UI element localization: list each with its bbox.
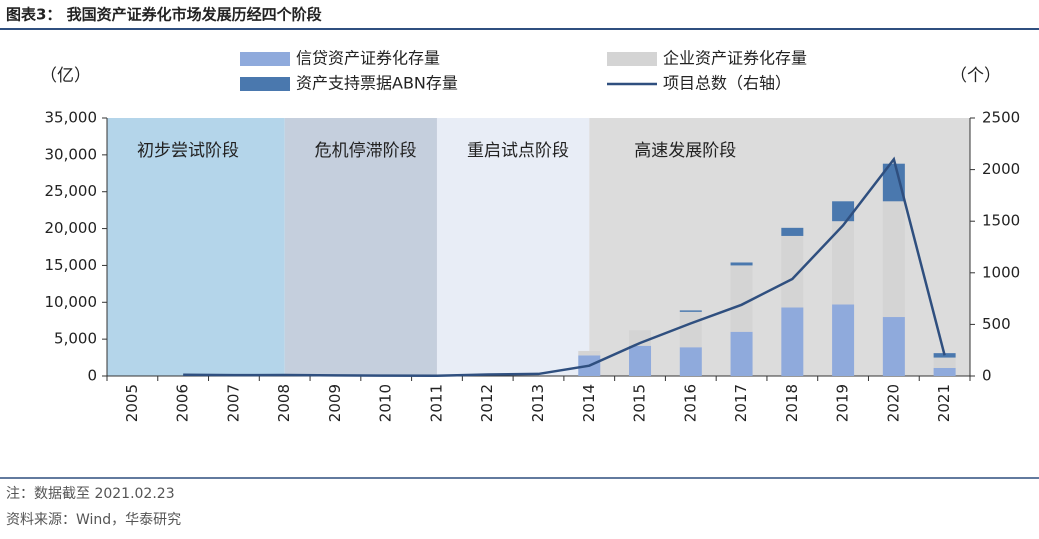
- y-tick-label: 5,000: [54, 330, 97, 348]
- y-tick-label: 0: [87, 367, 97, 385]
- x-tick-label: 2014: [580, 384, 598, 422]
- x-tick-label: 2020: [884, 384, 902, 422]
- note: 注：数据截至 2021.02.23: [6, 486, 175, 502]
- y-tick-label: 35,000: [45, 109, 98, 127]
- phase-label: 高速发展阶段: [634, 141, 736, 161]
- bar: [933, 367, 956, 376]
- x-tick-label: 2005: [123, 384, 141, 422]
- y-tick-label: 20,000: [45, 219, 98, 237]
- x-tick-label: 2019: [834, 384, 852, 422]
- x-tick-label: 2006: [174, 384, 192, 422]
- legend-label: 项目总数（右轴）: [663, 74, 791, 93]
- x-tick-label: 2017: [732, 384, 750, 422]
- bar: [882, 201, 905, 318]
- bar: [679, 347, 702, 376]
- legend-swatch: [607, 52, 657, 66]
- x-tick-label: 2013: [529, 384, 547, 422]
- phase-label: 重启试点阶段: [467, 141, 569, 161]
- x-tick-label: 2010: [377, 384, 395, 422]
- bar: [629, 345, 652, 376]
- bar: [832, 304, 855, 376]
- y2-tick-label: 2500: [982, 109, 1020, 127]
- bar: [781, 235, 804, 308]
- y2-tick-label: 1500: [982, 212, 1020, 230]
- phase-label: 危机停滞阶段: [315, 141, 417, 161]
- bar: [882, 317, 905, 376]
- y-tick-label: 25,000: [45, 182, 98, 200]
- y2-tick-label: 1000: [982, 263, 1020, 281]
- phase-band: [589, 118, 970, 376]
- y2-tick-label: 500: [982, 315, 1011, 333]
- y-unit: （亿）: [40, 66, 91, 86]
- y-tick-label: 15,000: [45, 256, 98, 274]
- x-tick-label: 2021: [935, 384, 953, 422]
- phase-label: 初步尝试阶段: [137, 141, 239, 161]
- bar: [832, 221, 855, 305]
- x-tick-label: 2007: [224, 384, 242, 422]
- legend-swatch: [240, 77, 290, 91]
- x-tick-label: 2015: [631, 384, 649, 422]
- legend-swatch: [240, 52, 290, 66]
- bar: [730, 262, 753, 266]
- phase-band: [107, 118, 285, 376]
- legend-label: 资产支持票据ABN存量: [296, 74, 458, 93]
- bar: [679, 311, 702, 348]
- bar: [679, 310, 702, 312]
- bar: [832, 201, 855, 222]
- source: 资料来源：Wind，华泰研究: [6, 512, 181, 528]
- phase-band: [284, 118, 437, 376]
- y-tick-label: 30,000: [45, 145, 98, 163]
- x-tick-label: 2016: [681, 384, 699, 422]
- bar: [781, 227, 804, 236]
- bar: [730, 331, 753, 376]
- x-tick-label: 2018: [783, 384, 801, 422]
- line: [183, 156, 946, 378]
- y2-tick-label: 2000: [982, 160, 1020, 178]
- bar: [781, 307, 804, 376]
- legend-label: 企业资产证券化存量: [663, 49, 807, 68]
- bar: [933, 357, 956, 368]
- y-tick-label: 10,000: [45, 293, 98, 311]
- x-tick-label: 2009: [326, 384, 344, 422]
- bar: [730, 265, 753, 332]
- legend-label: 信贷资产证券化存量: [296, 49, 440, 68]
- x-tick-label: 2008: [275, 384, 293, 422]
- y2-unit: （个）: [950, 66, 1001, 86]
- bar: [882, 163, 905, 202]
- bar: [578, 350, 601, 356]
- y2-tick-label: 0: [982, 367, 992, 385]
- x-tick-label: 2011: [427, 384, 445, 422]
- chart-title: 图表3： 我国资产证券化市场发展历经四个阶段: [6, 6, 322, 24]
- phase-band: [436, 118, 590, 376]
- x-tick-label: 2012: [478, 384, 496, 422]
